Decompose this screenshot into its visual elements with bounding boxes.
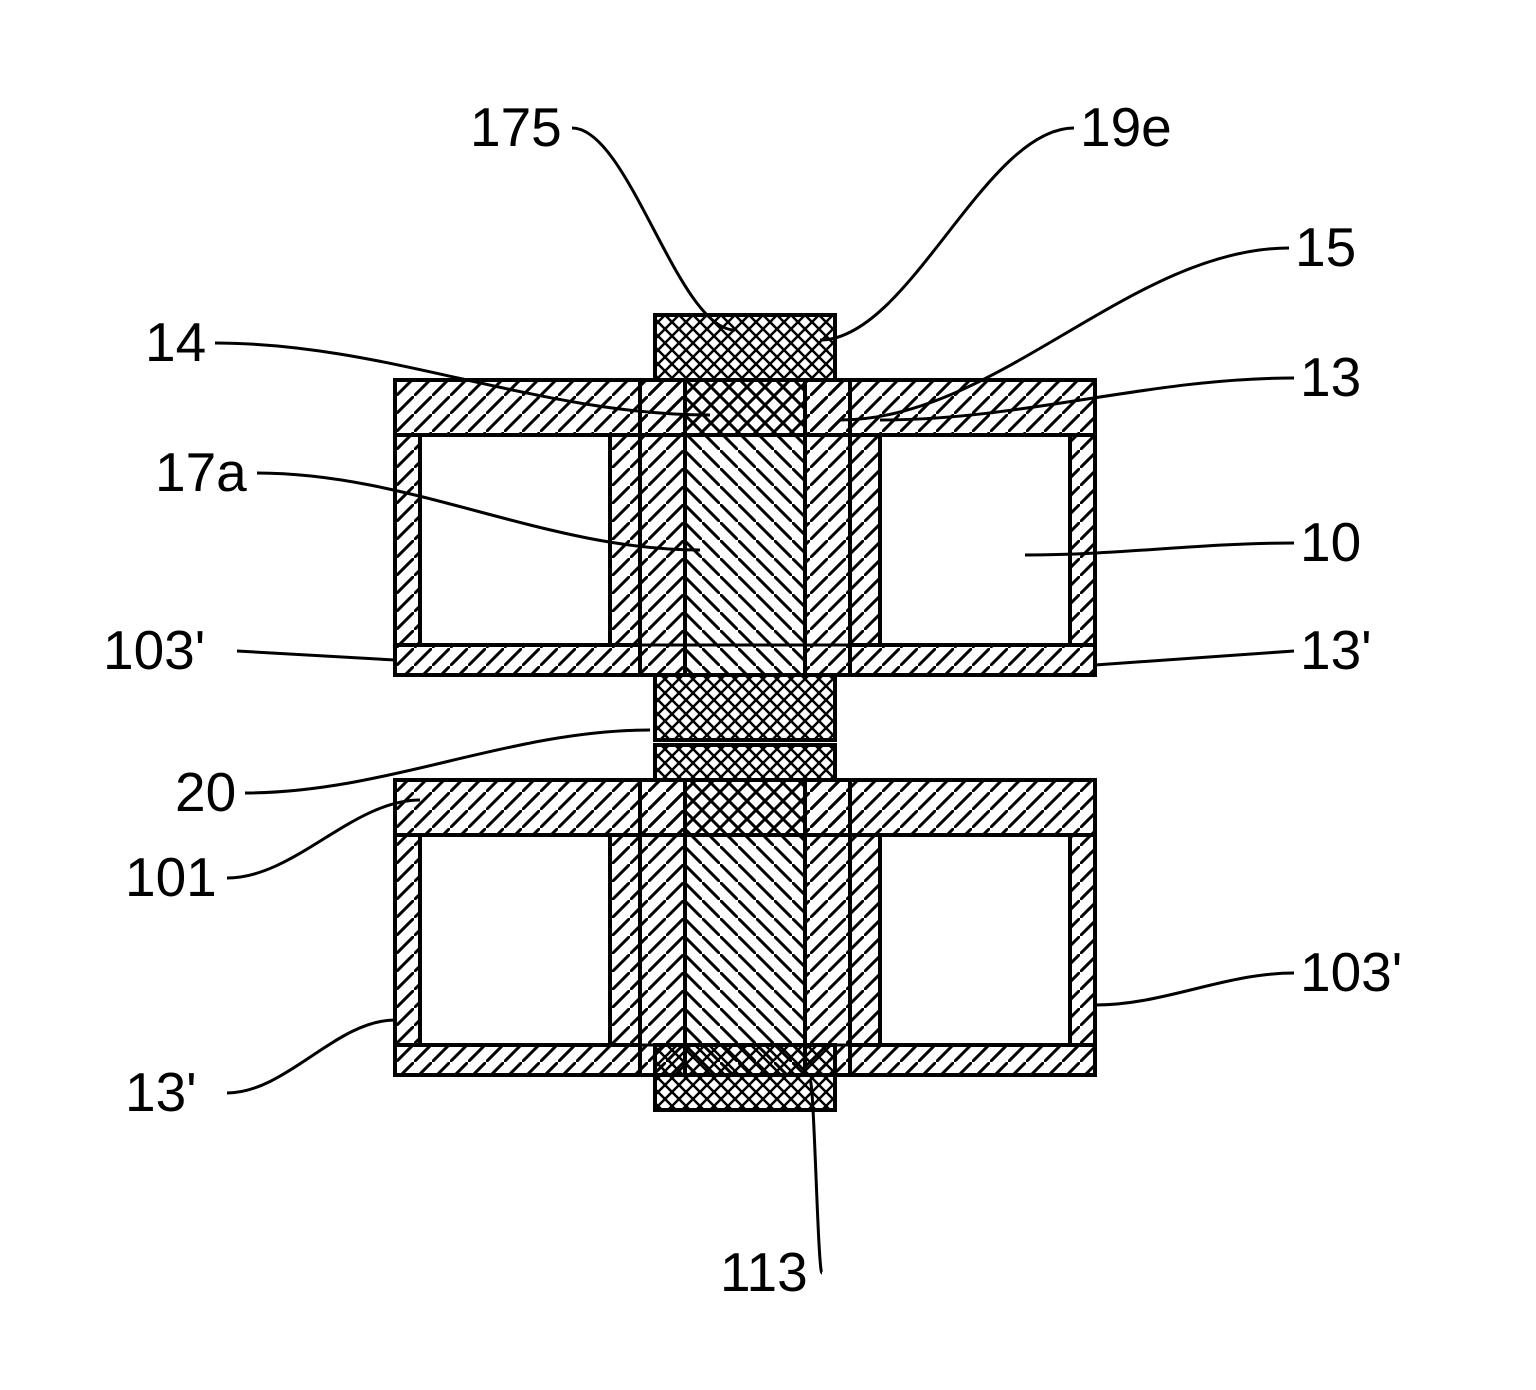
callout-label-103pL: 103': [103, 618, 205, 682]
callout-label-19e: 19e: [1080, 95, 1172, 159]
knurled-collar: [655, 1045, 835, 1110]
knurled-collar: [655, 315, 835, 380]
knurled-collar: [655, 675, 835, 740]
callout-label-10: 10: [1300, 510, 1361, 574]
callout-label-13pL: 13': [125, 1060, 197, 1124]
callout-label-113: 113: [720, 1240, 808, 1304]
callout-label-14: 14: [145, 310, 206, 374]
callout-label-15: 15: [1295, 215, 1356, 279]
cross-section-diagram: [0, 0, 1536, 1390]
callout-label-103pR: 103': [1300, 940, 1402, 1004]
callout-label-13pR: 13': [1300, 618, 1372, 682]
callout-label-101: 101: [125, 845, 217, 909]
callout-label-20: 20: [175, 760, 236, 824]
callout-label-175: 175: [470, 95, 562, 159]
callout-label-13: 13: [1300, 345, 1361, 409]
knurled-collar: [655, 745, 835, 780]
callout-label-17a: 17a: [155, 440, 247, 504]
